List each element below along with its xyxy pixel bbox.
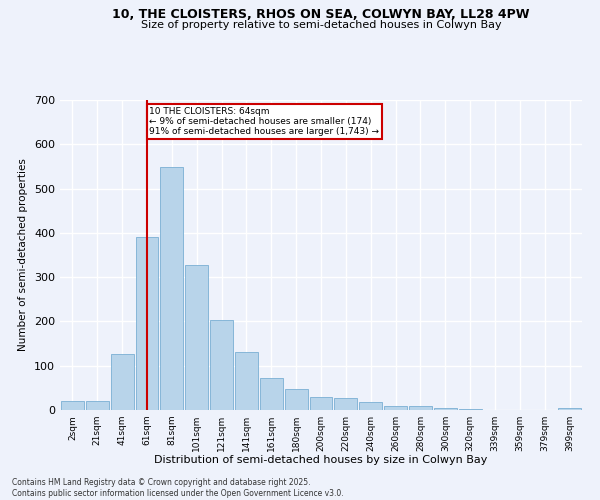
Text: Distribution of semi-detached houses by size in Colwyn Bay: Distribution of semi-detached houses by … <box>154 455 488 465</box>
Bar <box>136 238 158 410</box>
Bar <box>111 354 134 410</box>
Bar <box>434 408 457 410</box>
Bar <box>61 401 84 410</box>
Text: 10, THE CLOISTERS, RHOS ON SEA, COLWYN BAY, LL28 4PW: 10, THE CLOISTERS, RHOS ON SEA, COLWYN B… <box>112 8 530 20</box>
Bar <box>86 401 109 410</box>
Y-axis label: Number of semi-detached properties: Number of semi-detached properties <box>19 158 28 352</box>
Text: Contains HM Land Registry data © Crown copyright and database right 2025.
Contai: Contains HM Land Registry data © Crown c… <box>12 478 344 498</box>
Bar <box>310 396 332 410</box>
Text: Size of property relative to semi-detached houses in Colwyn Bay: Size of property relative to semi-detach… <box>140 20 502 30</box>
Bar <box>185 264 208 410</box>
Bar <box>334 398 357 410</box>
Bar <box>359 402 382 410</box>
Bar <box>409 406 432 410</box>
Bar <box>459 409 482 410</box>
Text: 10 THE CLOISTERS: 64sqm
← 9% of semi-detached houses are smaller (174)
91% of se: 10 THE CLOISTERS: 64sqm ← 9% of semi-det… <box>149 106 379 136</box>
Bar <box>260 378 283 410</box>
Bar <box>285 389 308 410</box>
Bar <box>384 406 407 410</box>
Bar <box>160 168 183 410</box>
Bar <box>235 352 258 410</box>
Bar <box>558 408 581 410</box>
Bar <box>210 320 233 410</box>
